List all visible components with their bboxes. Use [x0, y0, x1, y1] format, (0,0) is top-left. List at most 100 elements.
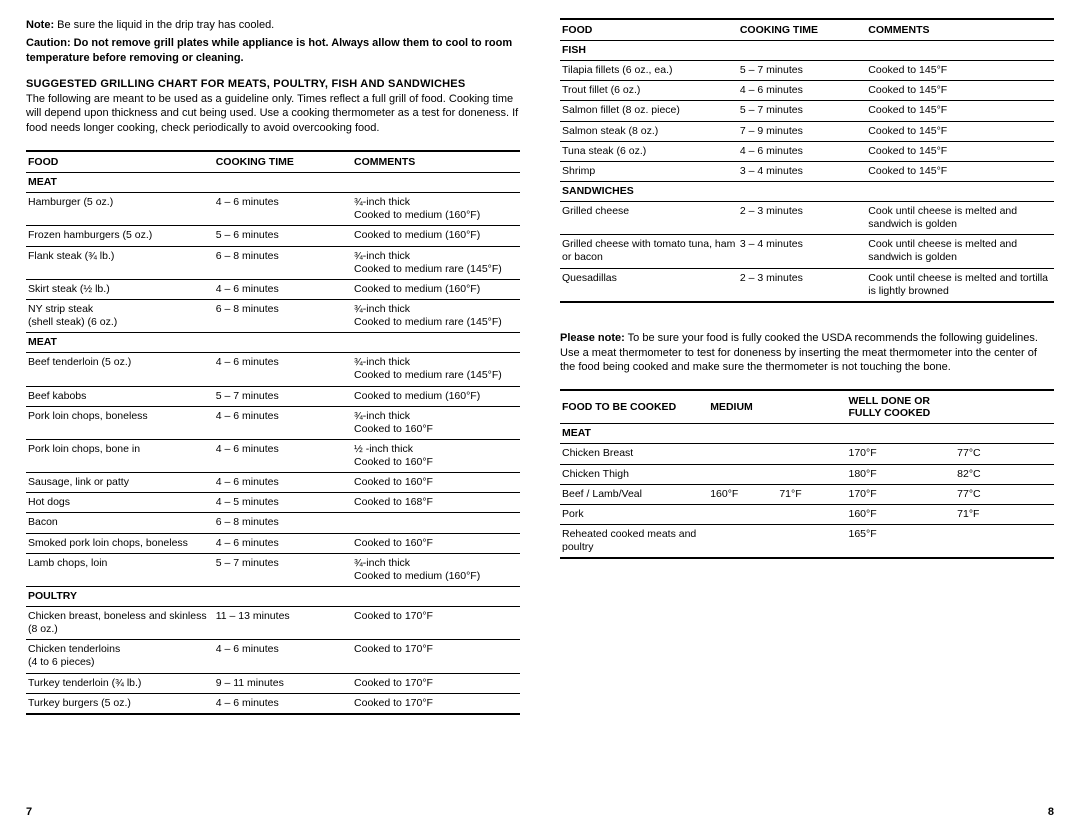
table-row: Lamb chops, loin5 – 7 minutes¾-inch thic…	[26, 553, 520, 586]
table-subheading-row: Meat	[560, 424, 1054, 444]
table-cell: 6 – 8 minutes	[214, 513, 352, 533]
table-subheading-row: Meat	[26, 333, 520, 353]
table-cell: Flank steak (¾ lb.)	[26, 246, 214, 279]
table-cell: Chicken breast, boneless and skinless (8…	[26, 607, 214, 640]
table-cell: Sandwiches	[560, 181, 738, 201]
table-cell	[708, 504, 777, 524]
table-row: Shrimp3 – 4 minutesCooked to 145°F	[560, 161, 1054, 181]
page-number-right: 8	[1048, 806, 1054, 818]
table-cell: 11 – 13 minutes	[214, 607, 352, 640]
page-number-left: 7	[26, 806, 32, 818]
table-cell: 71°F	[955, 504, 1054, 524]
table-header: Comments	[866, 19, 1054, 41]
table-cell: Skirt steak (½ lb.)	[26, 279, 214, 299]
please-note-paragraph: Please note: To be sure your food is ful…	[560, 331, 1054, 376]
table-cell: 165°F	[847, 524, 956, 558]
note-label: Note:	[26, 19, 54, 31]
table-cell: Tilapia fillets (6 oz., ea.)	[560, 61, 738, 81]
left-page: Note: Be sure the liquid in the drip tra…	[0, 0, 540, 834]
table-cell: Quesadillas	[560, 268, 738, 302]
table-cell: 4 – 6 minutes	[738, 81, 866, 101]
table-header: Medium	[708, 390, 777, 424]
table-cell: 160°F	[708, 484, 777, 504]
table-header: Comments	[352, 151, 520, 173]
table-header: Food	[26, 151, 214, 173]
table-cell: Cooked to 160°F	[352, 473, 520, 493]
table-cell: 180°F	[847, 464, 956, 484]
table-row: Turkey tenderloin (¾ lb.)9 – 11 minutesC…	[26, 673, 520, 693]
table-row: Pork loin chops, bone in4 – 6 minutes½ -…	[26, 439, 520, 472]
table-cell: Shrimp	[560, 161, 738, 181]
table-cell: Cooked to 145°F	[866, 61, 1054, 81]
table-cell: 4 – 6 minutes	[738, 141, 866, 161]
table-header	[955, 390, 1054, 424]
table-cell	[352, 333, 520, 353]
caution-label: Caution:	[26, 37, 71, 49]
table-row: Salmon fillet (8 oz. piece)5 – 7 minutes…	[560, 101, 1054, 121]
table-cell	[214, 333, 352, 353]
table-cell	[352, 513, 520, 533]
table-row: NY strip steak(shell steak) (6 oz.)6 – 8…	[26, 299, 520, 332]
table-row: Tilapia fillets (6 oz., ea.)5 – 7 minute…	[560, 61, 1054, 81]
table-cell: 4 – 6 minutes	[214, 406, 352, 439]
table-row: Beef kabobs5 – 7 minutesCooked to medium…	[26, 386, 520, 406]
table-cell: Cooked to 170°F	[352, 607, 520, 640]
table-cell: 4 – 5 minutes	[214, 493, 352, 513]
table-cell	[352, 173, 520, 193]
chart-heading: SUGGESTED GRILLING CHART FOR MEATS, POUL…	[26, 78, 520, 90]
table-cell: Chicken tenderloins(4 to 6 pieces)	[26, 640, 214, 673]
table-cell	[352, 586, 520, 606]
table-row: Skirt steak (½ lb.)4 – 6 minutesCooked t…	[26, 279, 520, 299]
table-row: Chicken tenderloins(4 to 6 pieces)4 – 6 …	[26, 640, 520, 673]
table-row: Trout fillet (6 oz.)4 – 6 minutesCooked …	[560, 81, 1054, 101]
table-cell: 77°C	[955, 444, 1054, 464]
table-cell: Beef tenderloin (5 oz.)	[26, 353, 214, 386]
please-note-text: To be sure your food is fully cooked the…	[560, 332, 1038, 374]
table-cell: 5 – 7 minutes	[214, 386, 352, 406]
table-cell: Chicken Breast	[560, 444, 708, 464]
note-line: Note: Be sure the liquid in the drip tra…	[26, 18, 520, 33]
table-row: Quesadillas2 – 3 minutesCook until chees…	[560, 268, 1054, 302]
table-cell: 2 – 3 minutes	[738, 202, 866, 235]
table-cell	[708, 524, 777, 558]
table-cell	[955, 424, 1054, 444]
table-cell: Hot dogs	[26, 493, 214, 513]
table-cell: Frozen hamburgers (5 oz.)	[26, 226, 214, 246]
table-cell: Cooked to 160°F	[352, 533, 520, 553]
table-cell	[708, 444, 777, 464]
table-cell: Cook until cheese is melted and sandwich…	[866, 202, 1054, 235]
table-cell: ¾-inch thickCooked to medium rare (145°F…	[352, 246, 520, 279]
table-cell: Lamb chops, loin	[26, 553, 214, 586]
temperature-table: Food to be CookedMediumWell Done or Full…	[560, 389, 1054, 559]
table-cell	[866, 181, 1054, 201]
table-cell: ½ -inch thickCooked to 160°F	[352, 439, 520, 472]
table-cell: 5 – 7 minutes	[214, 553, 352, 586]
table-header: Food to be Cooked	[560, 390, 708, 424]
table-cell: 82°C	[955, 464, 1054, 484]
table-cell: 160°F	[847, 504, 956, 524]
table-cell	[214, 173, 352, 193]
table-cell	[777, 464, 846, 484]
table-cell: Turkey burgers (5 oz.)	[26, 693, 214, 714]
table-cell: Salmon steak (8 oz.)	[560, 121, 738, 141]
table-cell	[708, 464, 777, 484]
table-row: Smoked pork loin chops, boneless4 – 6 mi…	[26, 533, 520, 553]
table-cell	[866, 41, 1054, 61]
table-cell: Turkey tenderloin (¾ lb.)	[26, 673, 214, 693]
table-cell	[955, 524, 1054, 558]
table-cell: Salmon fillet (8 oz. piece)	[560, 101, 738, 121]
table-cell: Cooked to 145°F	[866, 81, 1054, 101]
table-cell	[738, 181, 866, 201]
spacer	[560, 303, 1054, 331]
table-cell: ¾-inch thickCooked to medium (160°F)	[352, 193, 520, 226]
table-cell: 170°F	[847, 444, 956, 464]
table-cell: Chicken Thigh	[560, 464, 708, 484]
table-cell: 5 – 6 minutes	[214, 226, 352, 246]
table-cell: 4 – 6 minutes	[214, 473, 352, 493]
table-cell: Cooked to 170°F	[352, 640, 520, 673]
table-cell: 9 – 11 minutes	[214, 673, 352, 693]
table-row: Chicken Breast 170°F77°C	[560, 444, 1054, 464]
table-cell: Sausage, link or patty	[26, 473, 214, 493]
grilling-table-left: FoodCooking TimeComments MeatHamburger (…	[26, 150, 520, 715]
table-row: Flank steak (¾ lb.)6 – 8 minutes¾-inch t…	[26, 246, 520, 279]
